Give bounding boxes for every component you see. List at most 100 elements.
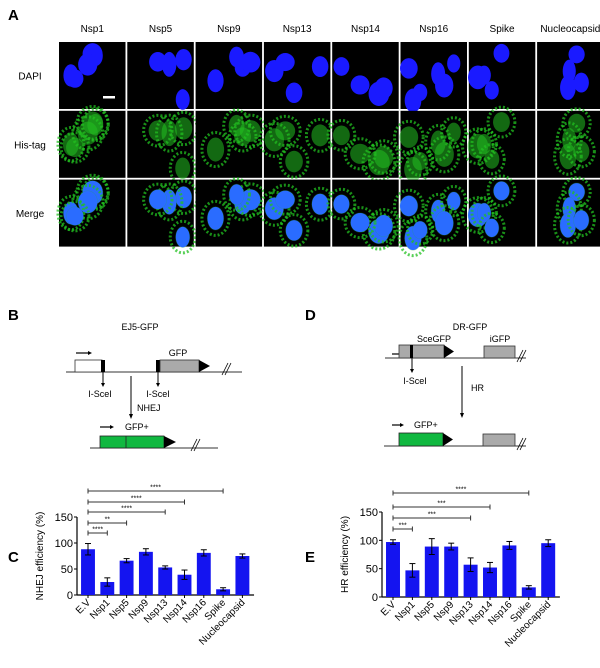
his-tag-signal bbox=[555, 121, 583, 159]
diagram-d-title: DR-GFP bbox=[453, 322, 488, 332]
cut-arrowhead bbox=[410, 369, 414, 373]
nucleus bbox=[435, 73, 454, 98]
column-label: Nsp16 bbox=[419, 24, 448, 35]
his-tag-cell bbox=[412, 152, 428, 171]
his-tag-cell bbox=[77, 121, 98, 145]
his-tag-cell bbox=[573, 140, 590, 162]
nucleus bbox=[400, 58, 418, 79]
column-label: Nsp9 bbox=[217, 24, 241, 35]
his-tag-cell bbox=[66, 137, 84, 158]
column-label: Nsp14 bbox=[351, 24, 380, 35]
nucleus bbox=[240, 189, 261, 211]
promoter-arrowhead-2 bbox=[400, 423, 404, 427]
micrograph-nsp5-merge bbox=[127, 179, 199, 255]
micrograph-nsp16-his-tag bbox=[393, 110, 468, 189]
nucleus bbox=[400, 195, 418, 217]
nucleus bbox=[568, 45, 585, 64]
panel-letter-a: A bbox=[8, 7, 19, 24]
his-tag-signal bbox=[477, 211, 506, 245]
his-tag-signal bbox=[278, 144, 310, 179]
significance-label: ** bbox=[105, 517, 111, 524]
nucleus bbox=[484, 218, 499, 238]
nucleus bbox=[240, 51, 261, 73]
nucleus bbox=[350, 213, 370, 233]
nucleus bbox=[333, 57, 350, 76]
his-tag-signal bbox=[566, 203, 596, 238]
micrograph-nsp14-dapi bbox=[332, 42, 399, 109]
nucleus bbox=[229, 184, 244, 205]
significance-label: *** bbox=[437, 501, 445, 508]
his-tag-cell bbox=[175, 157, 191, 180]
micrograph-nsp1-dapi bbox=[59, 42, 126, 109]
significance-label: **** bbox=[121, 506, 132, 513]
gfp-plus-arrowhead bbox=[443, 433, 453, 446]
bar-nsp14 bbox=[483, 567, 497, 597]
micrograph-nsp1-merge bbox=[56, 173, 126, 247]
significance-label: **** bbox=[131, 496, 142, 503]
his-tag-cell bbox=[311, 124, 329, 147]
nucleus bbox=[149, 52, 167, 72]
nucleus bbox=[484, 81, 499, 100]
his-tag-cell bbox=[567, 113, 586, 133]
bar-nsp9 bbox=[444, 546, 459, 597]
y-tick-label: 50 bbox=[61, 564, 73, 576]
his-tag-signal bbox=[343, 206, 377, 240]
his-tag-signal bbox=[168, 150, 197, 186]
nucleus bbox=[285, 220, 303, 241]
his-tag-cell bbox=[148, 120, 167, 141]
his-tag-cell bbox=[493, 112, 510, 132]
his-tag-signal bbox=[405, 214, 435, 246]
promoter-box bbox=[74, 359, 103, 373]
y-tick-label: 100 bbox=[360, 535, 378, 547]
his-tag-signal bbox=[343, 137, 377, 171]
bar-nsp13 bbox=[463, 564, 478, 597]
iscei-site bbox=[410, 345, 413, 358]
y-tick-label: 50 bbox=[366, 564, 378, 576]
nucleus bbox=[149, 189, 167, 210]
micrograph-spike-his-tag bbox=[461, 105, 536, 178]
column-label: Nucleocapsid bbox=[540, 24, 600, 35]
panel-letter-e: E bbox=[305, 549, 315, 566]
gfp-box bbox=[159, 359, 200, 373]
cut-arrowhead-left bbox=[101, 383, 105, 387]
igfp-box-2 bbox=[482, 433, 516, 447]
nucleus bbox=[285, 82, 303, 104]
gfp-arrowhead bbox=[199, 360, 210, 372]
his-tag-cell bbox=[174, 117, 193, 140]
nucleus bbox=[573, 210, 589, 231]
nucleus bbox=[477, 65, 491, 85]
his-tag-cell bbox=[484, 149, 500, 169]
nucleus bbox=[374, 214, 393, 237]
micrograph-nsp9-merge bbox=[195, 177, 268, 247]
nucleus bbox=[78, 190, 98, 214]
his-tag-cell bbox=[374, 145, 394, 169]
iscei-site-right bbox=[156, 360, 160, 372]
micrograph-nsp16-dapi bbox=[400, 42, 467, 113]
panel-letter-c: C bbox=[8, 549, 19, 566]
column-label: Nsp1 bbox=[81, 24, 105, 35]
nucleus bbox=[374, 77, 393, 99]
his-tag-signal bbox=[278, 213, 310, 248]
diagram-dr-gfp: DR-GFP SceGFP iGFP I-SceI HR GFP+ bbox=[384, 322, 527, 451]
nhej-label: NHEJ bbox=[137, 403, 161, 413]
his-tag-signal bbox=[566, 134, 596, 169]
bar-spike bbox=[216, 589, 231, 595]
his-tag-signal bbox=[222, 177, 251, 212]
nucleus bbox=[493, 43, 510, 63]
his-tag-cell bbox=[285, 150, 303, 173]
promoter-arrowhead bbox=[88, 351, 92, 355]
nucleus bbox=[78, 53, 98, 76]
column-label: Nsp5 bbox=[149, 24, 173, 35]
his-tag-cell bbox=[350, 143, 371, 164]
micrograph-nsp9-dapi bbox=[195, 42, 263, 109]
scale-bar bbox=[103, 96, 115, 99]
igfp-label: iGFP bbox=[490, 334, 511, 344]
his-tag-signal bbox=[486, 105, 517, 139]
nucleus bbox=[311, 193, 329, 215]
nucleus bbox=[207, 206, 224, 230]
bar-nsp1 bbox=[100, 582, 115, 595]
cut-arrowhead-right bbox=[156, 383, 160, 387]
his-tag-signal bbox=[56, 194, 86, 232]
his-tag-signal bbox=[486, 174, 517, 208]
